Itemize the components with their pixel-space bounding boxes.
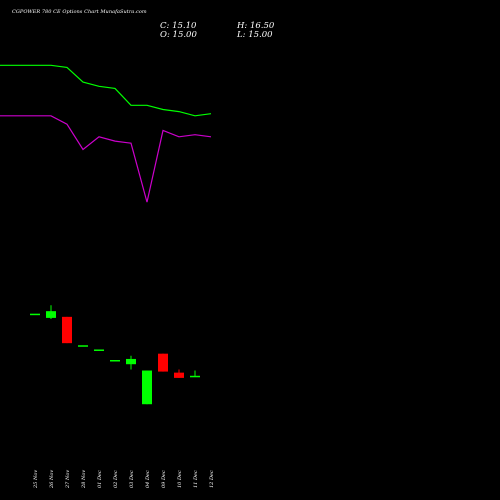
candle-body xyxy=(30,313,40,316)
x-tick-label: 27 Nov xyxy=(65,470,71,489)
low-readout: L: 15.00 xyxy=(237,30,273,40)
x-tick-label: 28 Nov xyxy=(81,470,87,489)
x-tick-label: 03 Dec xyxy=(129,470,135,488)
x-tick-label: 26 Nov xyxy=(49,470,55,489)
close-readout: C: 15.10 xyxy=(160,21,197,31)
candle-body xyxy=(190,375,200,378)
candle-body xyxy=(110,360,120,362)
high-readout: H: 16.50 xyxy=(237,21,275,31)
upper-band-line xyxy=(0,64,212,117)
candle-body xyxy=(78,345,88,347)
x-tick-label: 09 Dec xyxy=(161,470,167,488)
x-tick-label: 25 Nov xyxy=(33,470,39,489)
indicator-lines xyxy=(0,64,212,203)
candle-body xyxy=(62,316,72,344)
candle-01-dec xyxy=(94,349,104,351)
candle-28-nov xyxy=(78,345,88,347)
x-axis-labels: 25 Nov 26 Nov 27 Nov 28 Nov 01 Dec 02 Dec 03 D… xyxy=(33,470,215,489)
candle-26-nov xyxy=(46,305,56,319)
x-tick-label: 12 Dec xyxy=(209,470,215,488)
candle-27-nov xyxy=(62,316,72,344)
lower-band-line xyxy=(0,115,212,203)
candle-02-dec xyxy=(110,360,120,362)
candle-body xyxy=(158,353,168,372)
candle-body xyxy=(94,349,104,351)
candle-body xyxy=(142,370,152,405)
candle-25-nov xyxy=(30,313,40,316)
candle-11-dec xyxy=(190,370,200,378)
open-readout: O: 15.00 xyxy=(160,30,197,40)
candle-03-dec xyxy=(126,355,136,370)
x-tick-label: 02 Dec xyxy=(113,470,119,488)
candle-body xyxy=(126,358,136,365)
x-tick-label: 01 Dec xyxy=(97,470,103,488)
candle-body xyxy=(174,372,184,378)
candle-body xyxy=(46,311,56,318)
candle-09-dec xyxy=(158,353,168,372)
x-tick-label: 11 Dec xyxy=(193,470,199,488)
x-tick-label: 04 Dec xyxy=(145,470,151,488)
candle-04-dec xyxy=(142,370,152,405)
chart-title: CGPOWER 780 CE Options Chart MunafaSutra… xyxy=(12,9,147,15)
x-tick-label: 10 Dec xyxy=(177,470,183,488)
candlesticks xyxy=(30,305,200,405)
candle-10-dec xyxy=(174,369,184,378)
